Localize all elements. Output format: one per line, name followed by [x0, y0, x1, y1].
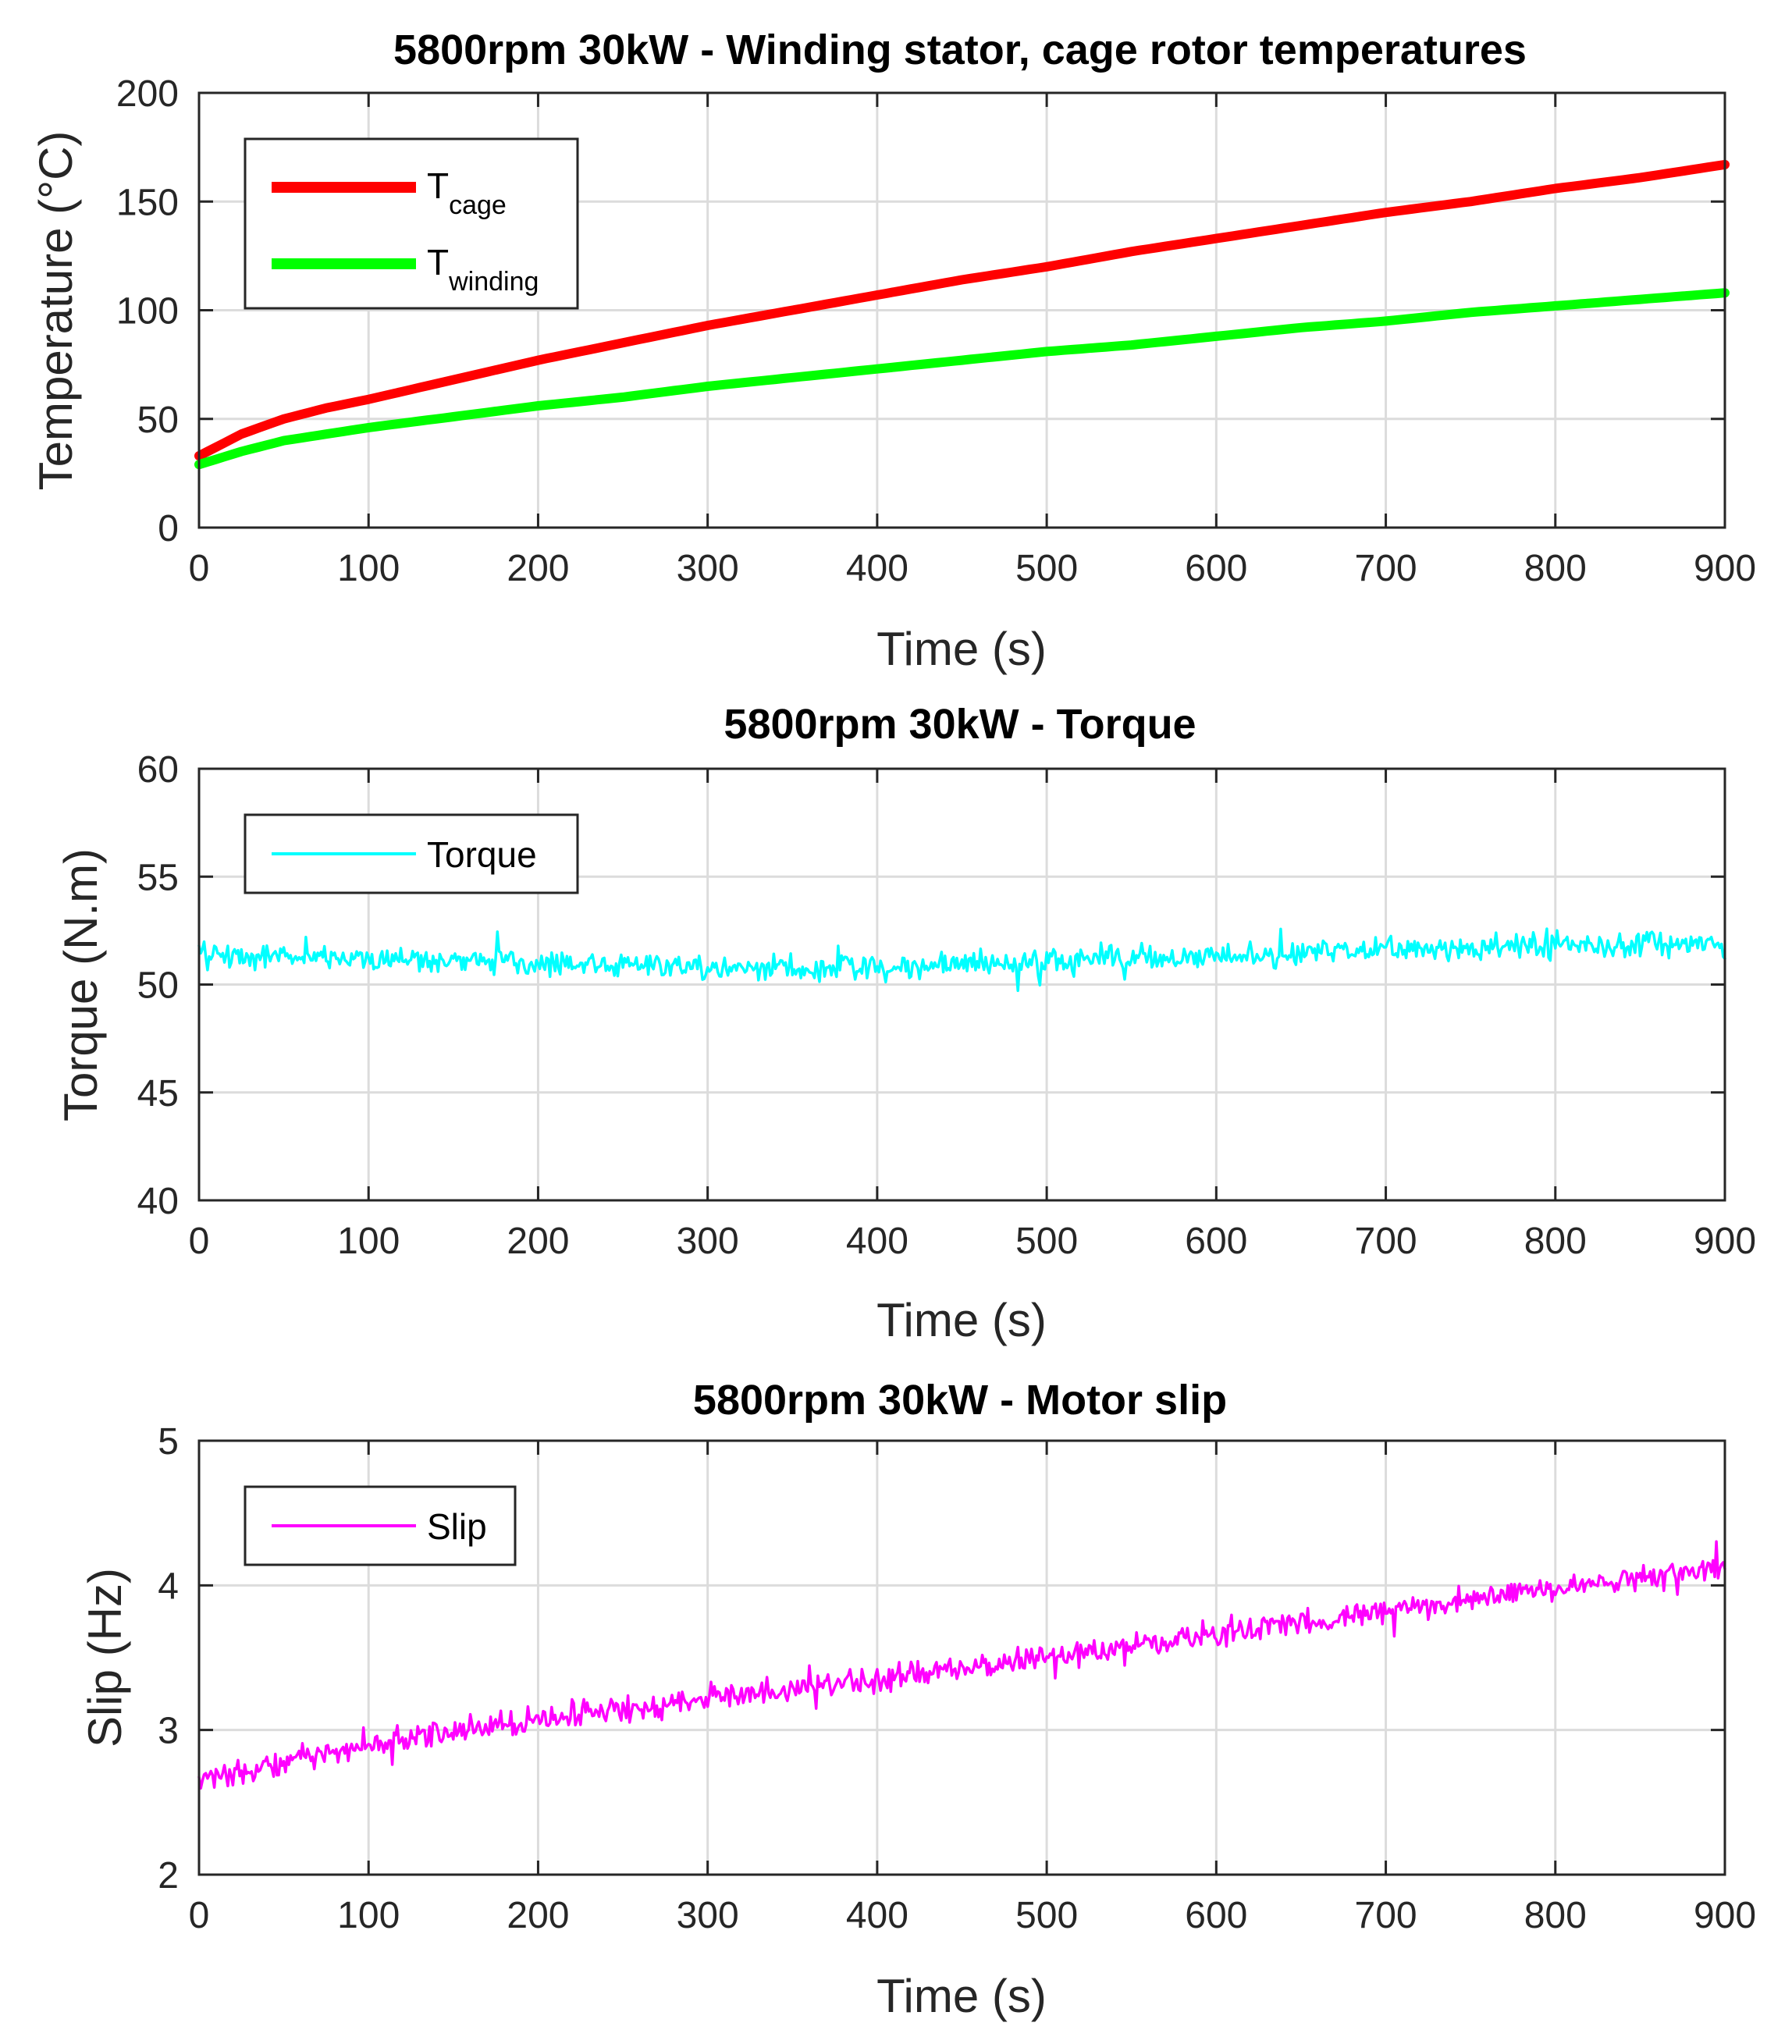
torque-x-tick-label: 800	[1524, 1221, 1587, 1262]
torque-x-ticks: 0 100 200 300 400 500 600 700 800 900	[189, 769, 1756, 1262]
slip-x-tick-label: 0	[189, 1895, 210, 1936]
torque-y-tick-label: 45	[137, 1073, 179, 1114]
temperature-x-tick-label: 900	[1694, 548, 1756, 589]
slip-series	[197, 1540, 1726, 1790]
temperature-x-tick-label: 200	[507, 548, 569, 589]
torque-x-tick-label: 400	[846, 1221, 908, 1262]
slip-y-axis-label: Slip (Hz)	[79, 1568, 131, 1747]
slip-x-tick-label: 500	[1015, 1895, 1078, 1936]
temperature-y-axis-label: Temperature (°C)	[30, 131, 82, 491]
torque-legend: Torque	[244, 813, 579, 894]
temperature-x-tick-label: 800	[1524, 548, 1587, 589]
slip-y-tick-label: 5	[158, 1421, 179, 1463]
torque-x-tick-label: 300	[677, 1221, 739, 1262]
temperature-x-ticks: 0 100 200 300 400 500 600 700 800 900	[189, 93, 1756, 589]
temperature-series-t-winding-line	[194, 288, 1730, 470]
legend-cage-main: T	[427, 165, 449, 206]
slip-series-slip-line	[197, 1540, 1726, 1790]
slip-chart: 5800rpm 30kW - Motor slip 0 100 200 300 400 5…	[79, 1377, 1756, 2022]
legend-cage-label: Tcage	[427, 165, 507, 220]
torque-y-axis-label: Torque (N.m)	[55, 848, 107, 1122]
torque-y-tick-label: 50	[137, 965, 179, 1007]
slip-x-tick-label: 300	[677, 1895, 739, 1936]
slip-x-tick-label: 800	[1524, 1895, 1587, 1936]
slip-y-ticks: 2 3 4 5	[158, 1421, 1725, 1896]
slip-x-tick-label: 400	[846, 1895, 908, 1936]
temperature-x-tick-label: 0	[189, 548, 210, 589]
temperature-x-tick-label: 500	[1015, 548, 1078, 589]
legend-torque-label: Torque	[427, 834, 537, 875]
temperature-chart: 5800rpm 30kW - Winding stator, cage roto…	[30, 27, 1756, 675]
slip-chart-title: 5800rpm 30kW - Motor slip	[693, 1377, 1227, 1424]
torque-x-axis-label: Time (s)	[876, 1294, 1047, 1346]
slip-axes-box	[197, 1439, 1726, 1876]
torque-chart-title: 5800rpm 30kW - Torque	[724, 701, 1196, 748]
temperature-y-ticks: 0 50 100 150 200	[116, 73, 1725, 549]
torque-x-tick-label: 600	[1185, 1221, 1247, 1262]
temperature-x-tick-label: 700	[1355, 548, 1417, 589]
temperature-x-tick-label: 100	[337, 548, 400, 589]
torque-chart: 5800rpm 30kW - Torque 0 100 200 300 400 500 60…	[55, 701, 1756, 1346]
slip-x-tick-label: 200	[507, 1895, 569, 1936]
torque-series	[197, 927, 1726, 993]
torque-x-tick-label: 500	[1015, 1221, 1078, 1262]
slip-x-tick-label: 100	[337, 1895, 400, 1936]
slip-y-tick-label: 3	[158, 1711, 179, 1752]
torque-y-tick-label: 55	[137, 857, 179, 898]
slip-x-tick-label: 900	[1694, 1895, 1756, 1936]
temperature-x-axis-label: Time (s)	[876, 623, 1047, 675]
temperature-x-tick-label: 600	[1185, 548, 1247, 589]
temperature-y-tick-label: 50	[137, 400, 179, 441]
torque-y-ticks: 40 45 50 55 60	[137, 749, 1725, 1222]
temperature-legend-box	[244, 137, 579, 310]
torque-series-torque-line	[197, 927, 1726, 993]
legend-winding-sub: winding	[448, 267, 539, 297]
torque-x-tick-label: 100	[337, 1221, 400, 1262]
temperature-legend: Tcage Twinding	[244, 137, 579, 310]
slip-x-tick-label: 600	[1185, 1895, 1247, 1936]
slip-x-tick-label: 700	[1355, 1895, 1417, 1936]
temperature-y-tick-label: 200	[116, 73, 179, 115]
torque-x-tick-label: 200	[507, 1221, 569, 1262]
slip-y-tick-label: 4	[158, 1566, 179, 1607]
torque-x-tick-label: 700	[1355, 1221, 1417, 1262]
legend-cage-sub: cage	[449, 190, 507, 220]
slip-y-tick-label: 2	[158, 1855, 179, 1896]
legend-winding-label: Twinding	[427, 242, 539, 297]
torque-y-tick-label: 40	[137, 1181, 179, 1222]
legend-slip-label: Slip	[427, 1506, 487, 1547]
temperature-x-tick-label: 400	[846, 548, 908, 589]
temperature-y-tick-label: 150	[116, 182, 179, 223]
temperature-y-tick-label: 0	[158, 508, 179, 549]
temperature-y-tick-label: 100	[116, 291, 179, 332]
torque-y-tick-label: 60	[137, 749, 179, 791]
temperature-x-tick-label: 300	[677, 548, 739, 589]
slip-legend: Slip	[244, 1485, 517, 1566]
temperature-series-t-cage-line	[194, 159, 1730, 461]
slip-x-ticks: 0 100 200 300 400 500 600 700 800 900	[189, 1441, 1756, 1936]
legend-winding-main: T	[427, 242, 449, 283]
temperature-chart-title: 5800rpm 30kW - Winding stator, cage roto…	[393, 27, 1527, 73]
torque-x-tick-label: 0	[189, 1221, 210, 1262]
torque-x-tick-label: 900	[1694, 1221, 1756, 1262]
temperature-series	[194, 159, 1730, 470]
slip-x-axis-label: Time (s)	[876, 1970, 1047, 2022]
